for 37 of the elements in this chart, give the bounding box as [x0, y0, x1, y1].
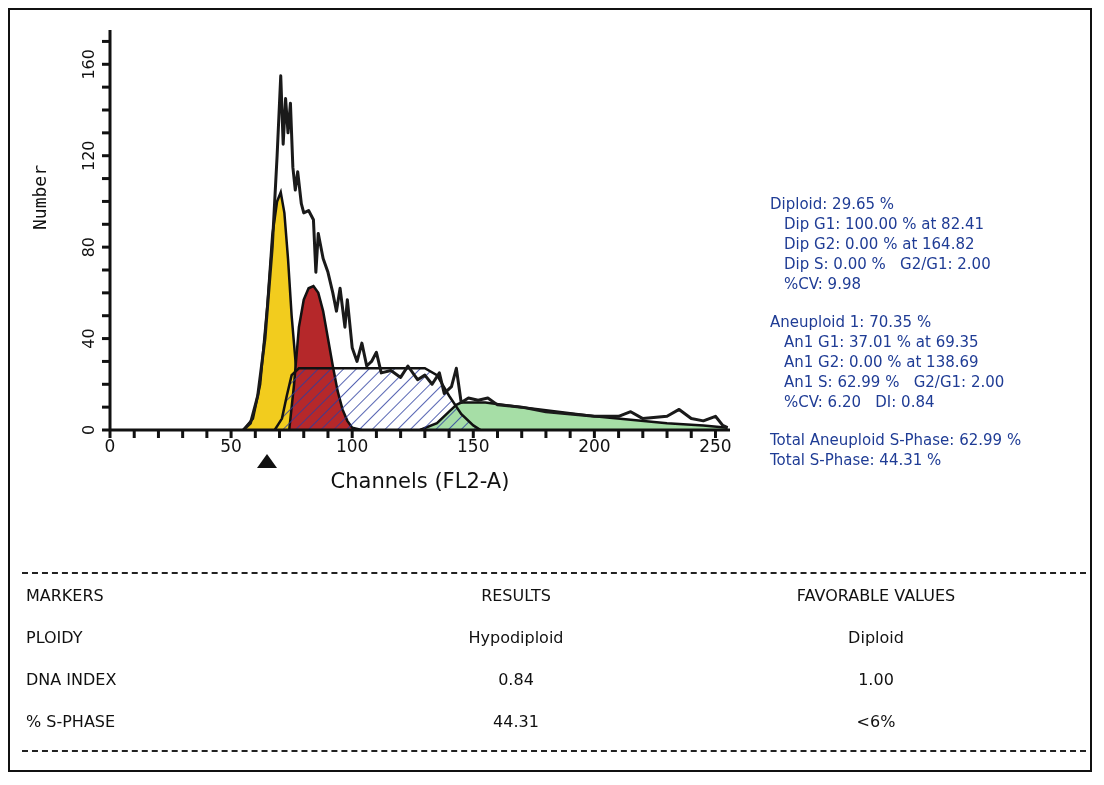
text: Diploid	[847, 627, 905, 647]
text: Total S-Phase: 44.31 %	[770, 450, 943, 470]
text: Dip G2: 0.00 % at 164.82	[783, 234, 976, 254]
y-tick-label: 40	[79, 328, 98, 349]
text: Diploid: 29.65 %	[770, 194, 896, 214]
text: 0.84	[497, 669, 535, 689]
text: 44.31	[492, 711, 540, 731]
y-axis-title: Number	[29, 164, 51, 230]
y-tick-label: 160	[79, 49, 98, 80]
text: An1 S: 62.99 % G2/G1: 2.00	[783, 372, 1006, 392]
text: FAVORABLE VALUES	[795, 585, 957, 605]
y-tick-label: 0	[79, 424, 98, 436]
text: 1.00	[857, 669, 895, 689]
text: Dip G1: 100.00 % at 82.41	[783, 214, 986, 234]
x-tick-label: 200	[578, 436, 611, 457]
text: An1 G1: 37.01 % at 69.35	[783, 332, 980, 352]
x-tick-label: 0	[104, 436, 116, 457]
text: An1 G2: 0.00 % at 138.69	[783, 352, 980, 372]
text: %CV: 6.20 DI: 0.84	[783, 392, 936, 412]
x-tick-label: 250	[699, 436, 732, 457]
x-tick-label: 50	[220, 436, 242, 457]
text: %CV: 9.98	[783, 274, 862, 294]
text: DNA INDEX	[25, 669, 118, 689]
text: Aneuploid 1: 70.35 %	[770, 312, 933, 332]
x-tick-label: 150	[457, 436, 490, 457]
x-tick-label: 100	[335, 436, 369, 457]
text: Dip S: 0.00 % G2/G1: 2.00	[783, 254, 992, 274]
text: RESULTS	[480, 585, 552, 605]
y-tick-label: 80	[79, 236, 98, 258]
text: Hypodiploid	[467, 627, 565, 647]
text: MARKERS	[25, 585, 105, 605]
text: Total Aneuploid S-Phase: 62.99 %	[770, 430, 1022, 450]
y-tick-label: 120	[79, 140, 98, 171]
text: PLOIDY	[25, 627, 84, 647]
text: <6%	[855, 711, 897, 731]
text: % S-PHASE	[25, 711, 117, 731]
x-axis-title: Channels (FL2-A)	[330, 469, 510, 493]
